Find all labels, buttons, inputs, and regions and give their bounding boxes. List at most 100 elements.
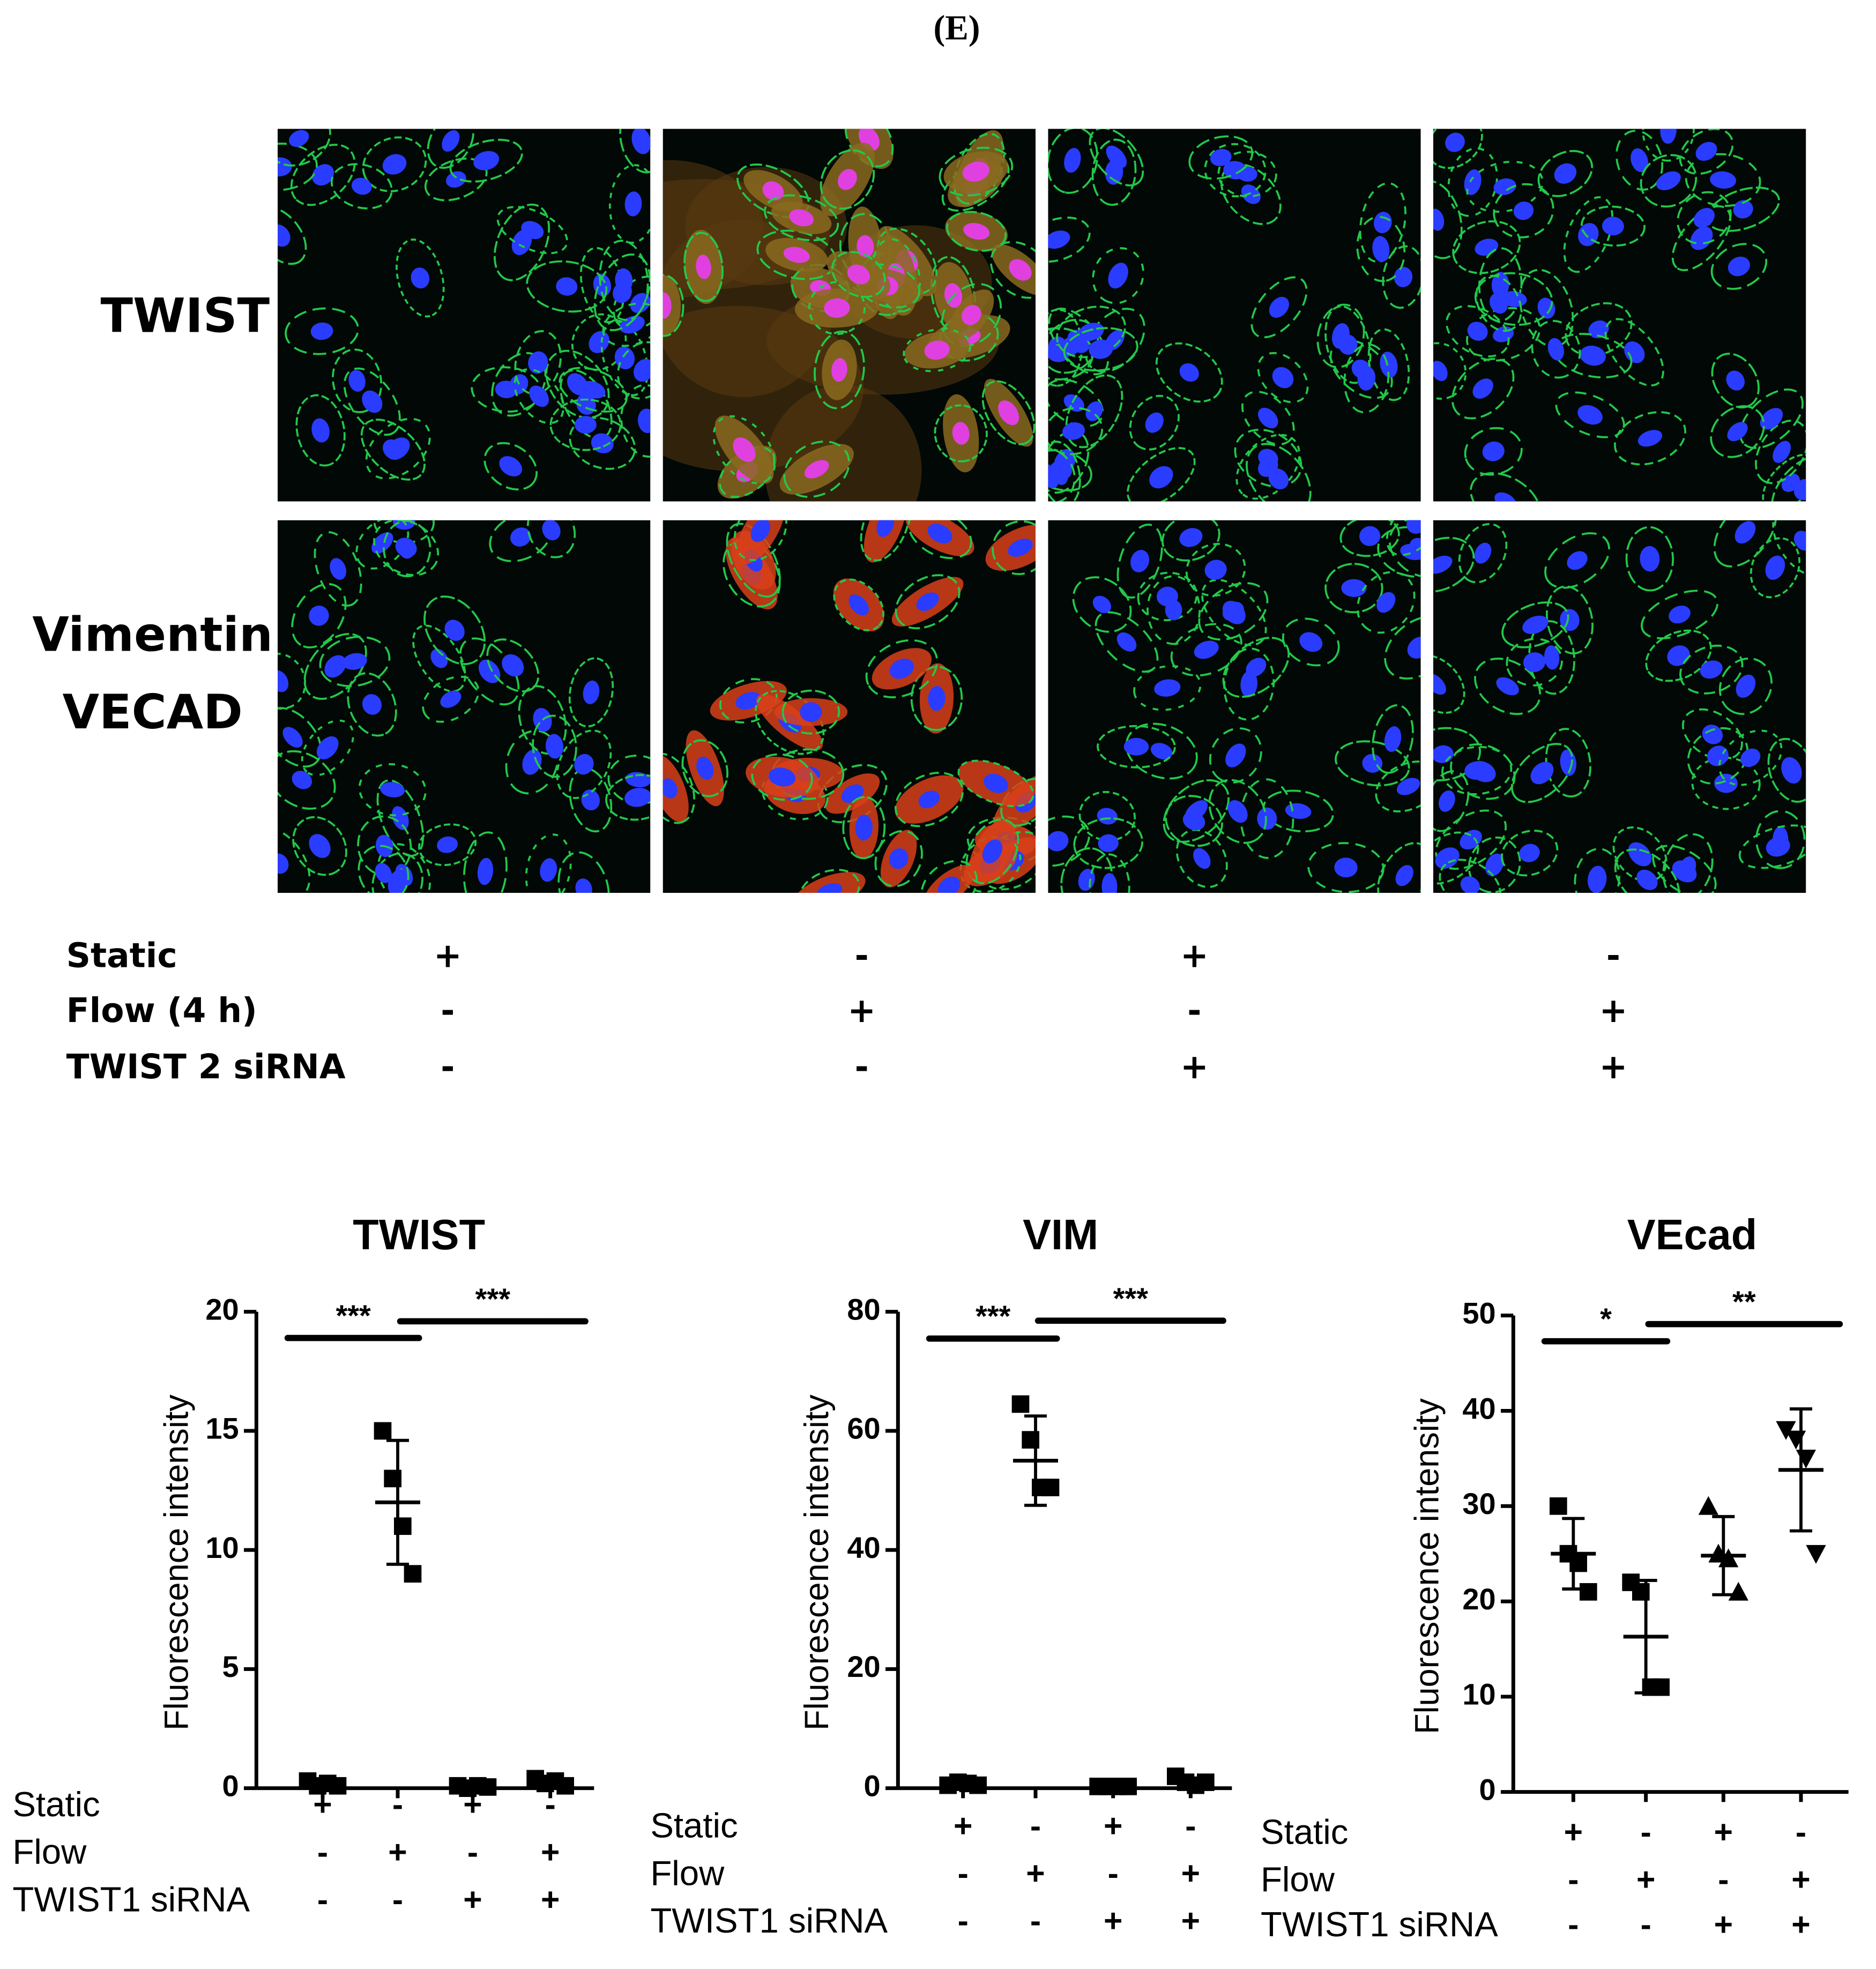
nucleus <box>1491 272 1509 298</box>
nucleus <box>857 235 874 258</box>
cell-junction <box>903 328 971 372</box>
nucleus <box>927 524 952 543</box>
cell-junction <box>371 852 423 893</box>
cell-junction <box>332 348 383 413</box>
nucleus <box>1145 412 1164 433</box>
nucleus <box>638 408 651 434</box>
condition-sign: + <box>954 1807 972 1844</box>
nucleus <box>430 648 448 668</box>
cell-junction <box>285 307 359 355</box>
nucleus <box>1544 645 1560 670</box>
condition-sign: - <box>317 1833 328 1870</box>
nucleus <box>1765 555 1785 580</box>
condition-sign: - <box>317 1881 328 1918</box>
nucleus <box>952 422 970 445</box>
cell-junction <box>783 441 850 498</box>
condition-label: Flow (4 h) <box>66 991 257 1030</box>
cell-junction <box>358 845 410 893</box>
cell-junction <box>1612 826 1667 882</box>
nucleus <box>444 620 465 641</box>
cell-junction <box>556 729 612 799</box>
cell-junction <box>463 831 508 893</box>
nucleus <box>1700 660 1723 679</box>
cell-junction <box>957 759 1034 808</box>
condition-sign: + <box>1564 1814 1583 1850</box>
nucleus <box>1357 366 1376 391</box>
nucleus <box>1227 800 1248 823</box>
nucleus <box>789 209 814 227</box>
cell-junction <box>376 779 425 857</box>
cell-junction <box>278 143 318 191</box>
nucleus <box>824 298 850 318</box>
cell-junction <box>1466 160 1544 213</box>
nucleus <box>1396 778 1420 795</box>
cell-junction <box>1710 243 1768 290</box>
condition-sign: + <box>1791 1861 1810 1898</box>
nucleus <box>278 224 291 247</box>
nucleus <box>631 129 651 154</box>
cell-junction <box>1433 536 1475 593</box>
cell-junction <box>1234 428 1302 488</box>
cell-junction <box>1501 830 1559 877</box>
nucleus <box>1433 673 1446 695</box>
cell-junction <box>569 416 636 470</box>
nucleus <box>1602 217 1624 236</box>
data-point <box>1550 1497 1567 1515</box>
cell-junction <box>1718 729 1783 786</box>
cell-junction <box>559 367 628 413</box>
nucleus <box>1727 422 1748 442</box>
condition-sign: - <box>392 1881 403 1918</box>
cell-junction <box>1580 205 1646 247</box>
nucleus <box>916 592 939 611</box>
nucleus <box>624 191 642 217</box>
condition-sign: - <box>958 1855 969 1891</box>
cell-junction <box>330 163 393 210</box>
cell-junction <box>1382 245 1421 309</box>
cell-junction <box>1711 353 1760 409</box>
cell-junction <box>1738 824 1806 869</box>
nucleus <box>278 853 289 874</box>
cell-junction <box>1170 623 1242 677</box>
condition-sign: - <box>1108 1855 1119 1891</box>
micrograph <box>662 129 1036 502</box>
nucleus <box>1695 141 1717 161</box>
cell-junction <box>1447 147 1498 217</box>
micrograph-background <box>1433 520 1806 893</box>
nucleus <box>800 702 822 722</box>
cell-junction <box>1645 629 1712 682</box>
nucleus <box>310 322 333 340</box>
cell-junction <box>895 574 961 630</box>
nucleus <box>1467 322 1488 341</box>
condition-sign: - <box>392 1786 403 1823</box>
cell-junction <box>1372 704 1414 774</box>
nucleus <box>1554 163 1577 184</box>
nucleus <box>292 771 312 789</box>
cell-junction <box>1375 760 1421 812</box>
nucleus <box>278 670 289 692</box>
cell-junction <box>486 638 540 692</box>
nucleus <box>1773 441 1791 463</box>
nucleus <box>918 790 940 809</box>
nucleus <box>1530 762 1554 785</box>
cell-junction <box>1433 180 1463 259</box>
cell-junction <box>1048 407 1104 456</box>
nucleus <box>750 520 770 542</box>
nucleus <box>282 727 303 748</box>
cell-junction <box>751 753 813 801</box>
cell-junction <box>1433 831 1479 885</box>
nucleus <box>1679 856 1696 878</box>
y-tick-label: 10 <box>1462 1677 1495 1711</box>
nucleus <box>1101 873 1118 893</box>
nucleus <box>1240 670 1257 698</box>
cell-junction <box>303 633 367 700</box>
condition-sign: + <box>1636 1861 1655 1898</box>
nucleus <box>1085 401 1103 421</box>
condition-sign: + <box>541 1833 560 1870</box>
cell-junction <box>1677 191 1732 245</box>
nucleus <box>1577 405 1603 425</box>
cell-junction <box>290 144 356 206</box>
nucleus <box>1223 161 1247 180</box>
nucleus <box>1494 492 1516 502</box>
cell-junction <box>1755 420 1806 484</box>
